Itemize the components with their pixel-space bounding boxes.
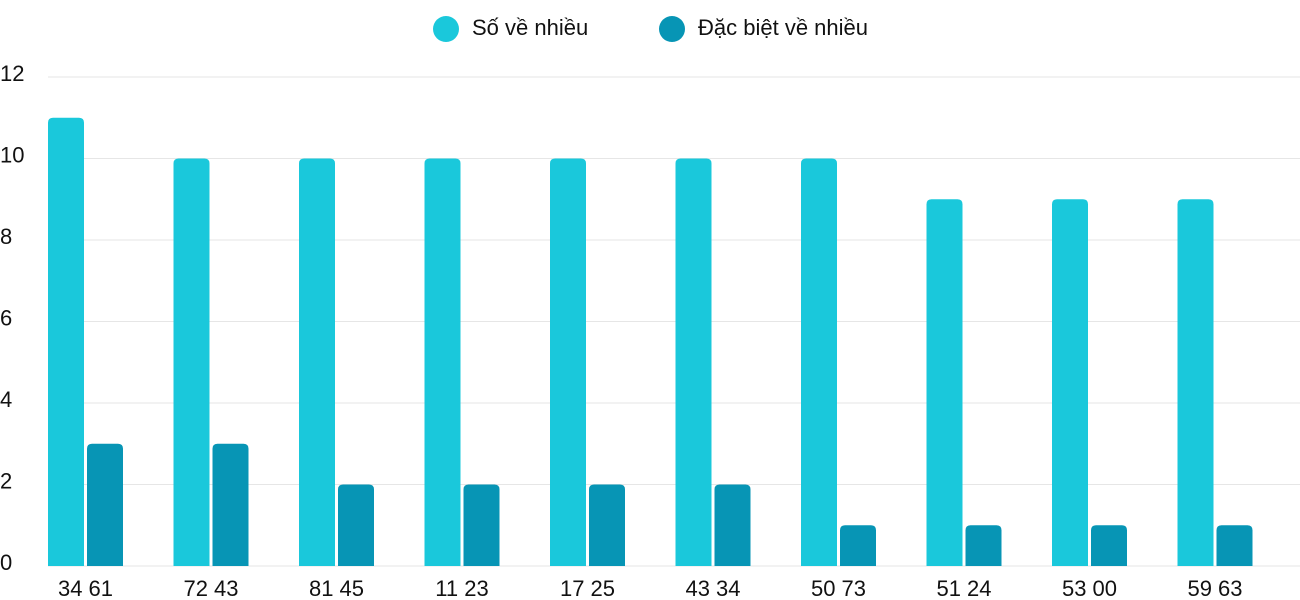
x-tick-label: 17 25 bbox=[560, 576, 615, 600]
bar bbox=[1052, 199, 1088, 566]
x-tick-label: 72 43 bbox=[183, 576, 238, 600]
bar bbox=[212, 443, 249, 566]
bar bbox=[550, 158, 586, 566]
bar bbox=[299, 158, 335, 566]
x-tick-label: 51 24 bbox=[936, 576, 991, 600]
y-tick-label: 12 bbox=[0, 61, 24, 86]
bar bbox=[424, 158, 461, 566]
bar bbox=[463, 484, 500, 566]
bar bbox=[1091, 525, 1127, 566]
y-tick-label: 10 bbox=[0, 142, 24, 167]
bar bbox=[714, 484, 751, 566]
bar bbox=[965, 525, 1002, 566]
x-tick-label: 53 00 bbox=[1062, 576, 1117, 600]
legend-label: Số về nhiều bbox=[472, 15, 588, 40]
y-tick-label: 8 bbox=[0, 224, 12, 249]
y-tick-label: 4 bbox=[0, 387, 12, 412]
bar bbox=[926, 199, 963, 566]
x-tick-label: 11 23 bbox=[435, 576, 488, 600]
x-tick-label: 43 34 bbox=[685, 576, 740, 600]
bar bbox=[173, 158, 210, 566]
x-tick-label: 59 63 bbox=[1187, 576, 1242, 600]
bar bbox=[87, 443, 123, 566]
bar bbox=[675, 158, 712, 566]
y-tick-label: 6 bbox=[0, 305, 12, 330]
x-tick-label: 81 45 bbox=[309, 576, 364, 600]
legend-label: Đặc biệt về nhiều bbox=[698, 15, 868, 40]
bar bbox=[840, 525, 876, 566]
bar bbox=[801, 158, 837, 566]
x-tick-label: 34 61 bbox=[58, 576, 113, 600]
bar bbox=[589, 484, 625, 566]
legend-marker bbox=[433, 16, 459, 42]
y-tick-label: 0 bbox=[0, 550, 12, 575]
bar bbox=[48, 117, 84, 566]
y-tick-label: 2 bbox=[0, 468, 12, 493]
x-tick-label: 50 73 bbox=[811, 576, 866, 600]
legend-marker bbox=[659, 16, 685, 42]
bar bbox=[1177, 199, 1214, 566]
bar bbox=[338, 484, 374, 566]
bar bbox=[1216, 525, 1253, 566]
